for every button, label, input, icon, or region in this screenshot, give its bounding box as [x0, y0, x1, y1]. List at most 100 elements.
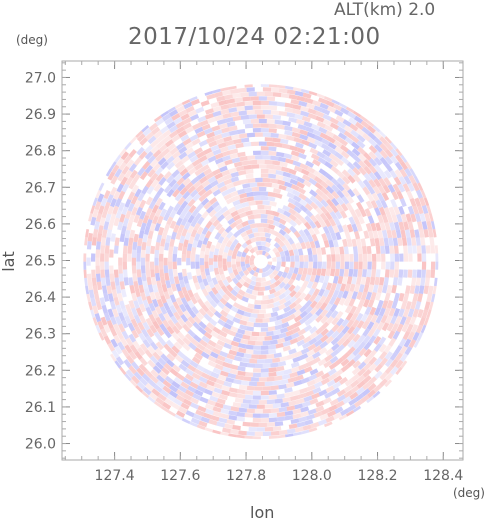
- radar-cell: [109, 186, 118, 196]
- radar-cell: [258, 331, 267, 337]
- radar-cell: [99, 297, 106, 307]
- radar-cell: [247, 362, 256, 368]
- radar-cell: [114, 198, 122, 208]
- radar-cell: [274, 398, 283, 404]
- radar-cell: [192, 239, 199, 248]
- radar-cell: [174, 192, 183, 202]
- radar-cell: [247, 233, 255, 239]
- radar-cell: [118, 161, 127, 171]
- radar-cell: [190, 254, 196, 262]
- radar-cell: [191, 158, 201, 167]
- radar-cell: [368, 157, 378, 167]
- radar-cell: [199, 396, 209, 404]
- radar-cell: [371, 253, 377, 262]
- radar-cell: [284, 181, 293, 188]
- radar-cell: [315, 110, 325, 118]
- radar-cell: [159, 405, 169, 414]
- radar-cell: [209, 395, 219, 403]
- radar-cell: [368, 145, 378, 154]
- radar-cell: [192, 393, 202, 401]
- radar-cell: [365, 276, 371, 286]
- radar-cell: [398, 205, 405, 215]
- radar-cell: [146, 218, 153, 228]
- radar-cell: [208, 224, 216, 233]
- radar-cell: [100, 197, 108, 207]
- radar-cell: [168, 246, 174, 255]
- radar-cell: [326, 192, 335, 201]
- radar-cell: [243, 247, 250, 254]
- radar-cell: [137, 321, 145, 331]
- radar-cell: [178, 109, 188, 117]
- radar-cell: [195, 261, 200, 269]
- radar-cell: [278, 228, 287, 236]
- radar-cell: [232, 115, 242, 122]
- radar-cell: [237, 227, 246, 235]
- radar-cell: [196, 172, 206, 181]
- radar-cell: [230, 340, 240, 347]
- radar-cell: [306, 102, 316, 110]
- radar-cell: [172, 246, 179, 255]
- radar-cell: [352, 340, 361, 350]
- radar-cell: [105, 237, 111, 246]
- radar-cell: [268, 146, 277, 152]
- radar-cell: [207, 117, 217, 124]
- radar-cell: [103, 312, 111, 322]
- radar-cell: [356, 276, 362, 285]
- radar-cell: [355, 386, 365, 396]
- radar-cell: [150, 245, 156, 254]
- radar-cell: [95, 241, 101, 250]
- radar-cell: [131, 292, 138, 302]
- radar-cell: [100, 316, 108, 326]
- radar-cell: [253, 232, 260, 238]
- radar-cell: [352, 360, 362, 369]
- radar-cell: [375, 245, 381, 254]
- radar-cell: [114, 316, 122, 326]
- radar-cell: [152, 193, 160, 203]
- radar-cell: [264, 313, 272, 319]
- radar-cell: [325, 385, 335, 393]
- radar-cell: [249, 269, 256, 276]
- radar-cell: [316, 151, 326, 159]
- radar-cell: [356, 238, 362, 247]
- radar-cell: [413, 339, 422, 349]
- radar-cell: [325, 282, 333, 291]
- radar-cell: [214, 343, 224, 351]
- radar-cell: [312, 351, 321, 360]
- radar-cell: [413, 174, 422, 184]
- radar-cell: [315, 370, 325, 378]
- radar-cell: [252, 372, 261, 378]
- radar-cell: [339, 138, 349, 147]
- radar-cell: [168, 390, 179, 399]
- radar-cell: [110, 315, 117, 326]
- radar-cell: [253, 286, 260, 291]
- radar-cell: [144, 349, 154, 359]
- radar-cell: [210, 144, 220, 152]
- y-tick-label: 26.8: [25, 144, 56, 160]
- radar-cell: [187, 364, 197, 373]
- radar-cell: [412, 293, 419, 302]
- radar-cell: [410, 300, 417, 310]
- radar-cell: [307, 267, 313, 276]
- radar-cell: [250, 280, 257, 286]
- radar-cell: [252, 123, 261, 128]
- radar-cell: [329, 117, 339, 125]
- radar-cell: [314, 301, 323, 310]
- radar-cell: [227, 249, 234, 257]
- radar-cell: [417, 205, 424, 215]
- radar-cell: [219, 242, 227, 250]
- radar-cell: [381, 300, 389, 309]
- radar-cell: [299, 198, 308, 207]
- radar-cell: [340, 261, 345, 270]
- y-tick-label: 26.5: [25, 254, 56, 270]
- radar-cell: [234, 97, 243, 103]
- radar-cell: [88, 289, 95, 299]
- radar-cell: [171, 402, 181, 411]
- radar-cell: [266, 96, 276, 102]
- radar-cell: [328, 153, 338, 162]
- radar-cell: [235, 223, 244, 231]
- radar-cell: [326, 136, 336, 144]
- radar-cell: [179, 235, 186, 244]
- radar-cell: [206, 93, 216, 100]
- radar-cell: [417, 221, 423, 230]
- radar-cell: [152, 149, 162, 158]
